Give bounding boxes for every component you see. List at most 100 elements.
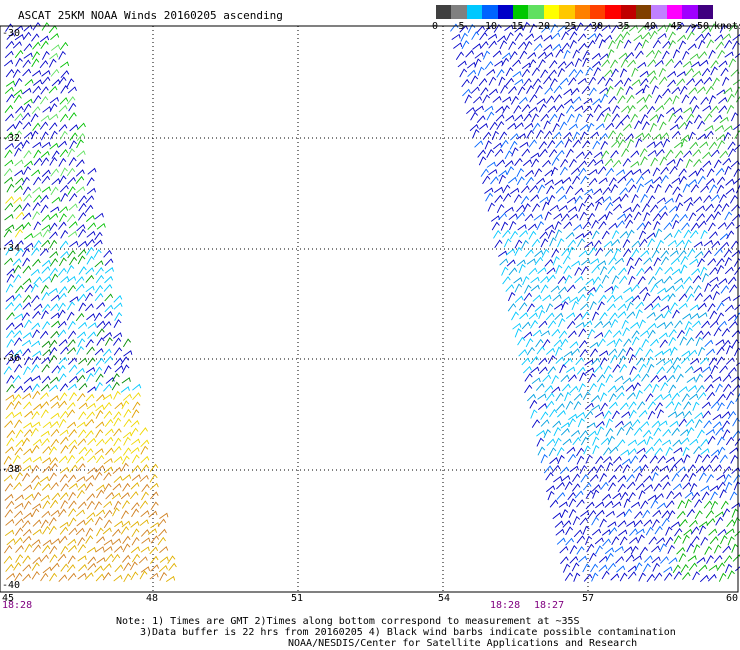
wind-barb bbox=[59, 240, 69, 249]
wind-barb bbox=[49, 499, 59, 509]
wind-barb bbox=[103, 539, 113, 546]
wind-barb bbox=[556, 149, 565, 158]
wind-barb bbox=[534, 250, 544, 257]
wind-barb bbox=[543, 34, 553, 42]
wind-barb bbox=[666, 107, 676, 115]
wind-barb bbox=[15, 177, 25, 185]
scale-label-5: 25 bbox=[564, 21, 577, 32]
wind-barb bbox=[517, 41, 527, 50]
wind-barb bbox=[634, 257, 643, 267]
wind-barb bbox=[524, 122, 534, 130]
wind-barb bbox=[32, 544, 41, 553]
wind-barb bbox=[654, 447, 663, 456]
wind-barb bbox=[688, 170, 698, 178]
wind-barb bbox=[31, 444, 40, 454]
wind-barb bbox=[608, 474, 617, 483]
wind-barb bbox=[733, 168, 740, 177]
wind-barb bbox=[701, 26, 711, 34]
wind-barb bbox=[50, 186, 59, 196]
wind-barb bbox=[601, 106, 611, 114]
wind-barb bbox=[591, 572, 599, 582]
wind-barb bbox=[113, 574, 123, 582]
wind-barb bbox=[22, 257, 31, 267]
wind-barb bbox=[704, 339, 714, 348]
wind-barb bbox=[671, 268, 681, 276]
wind-barb bbox=[544, 86, 553, 95]
wind-barb bbox=[518, 349, 528, 357]
wind-barb bbox=[731, 502, 740, 509]
wind-barb bbox=[685, 120, 693, 130]
wind-barb bbox=[49, 545, 58, 555]
wind-barb bbox=[682, 60, 692, 68]
wind-barb bbox=[549, 113, 558, 123]
wind-barb bbox=[543, 465, 553, 474]
wind-barb bbox=[482, 131, 492, 140]
wind-barb bbox=[654, 140, 664, 148]
wind-barb bbox=[486, 68, 496, 76]
wind-barb bbox=[640, 500, 649, 509]
wind-barb bbox=[571, 300, 579, 311]
wind-barb bbox=[684, 239, 692, 249]
wind-barb bbox=[678, 168, 687, 177]
wind-barb bbox=[592, 276, 601, 285]
wind-barb bbox=[539, 196, 549, 203]
wind-barb bbox=[695, 205, 705, 213]
wind-barb bbox=[658, 205, 668, 213]
wind-barb bbox=[710, 149, 720, 158]
wind-barb bbox=[660, 305, 670, 312]
wind-barb bbox=[50, 303, 59, 312]
wind-barb bbox=[615, 556, 624, 564]
wind-barb bbox=[537, 51, 547, 59]
wind-barb bbox=[678, 40, 687, 50]
wind-barb bbox=[77, 249, 87, 257]
wind-barb bbox=[697, 302, 707, 310]
wind-barb bbox=[636, 357, 645, 366]
wind-barb bbox=[727, 410, 737, 420]
wind-barb bbox=[40, 150, 50, 158]
wind-barb bbox=[639, 286, 649, 295]
wind-barb bbox=[78, 402, 88, 410]
wind-barb bbox=[659, 211, 668, 220]
wind-barb bbox=[591, 357, 601, 366]
wind-barb bbox=[22, 302, 32, 310]
wind-barb bbox=[649, 114, 659, 122]
wind-barb bbox=[602, 186, 611, 195]
wind-barb bbox=[464, 94, 472, 104]
wind-barb bbox=[654, 59, 664, 67]
wind-barb bbox=[646, 105, 656, 115]
wind-barb bbox=[605, 552, 614, 562]
wind-barb bbox=[693, 241, 703, 248]
wind-barb bbox=[714, 34, 724, 42]
wind-barb bbox=[103, 500, 113, 508]
wind-barb bbox=[69, 375, 79, 383]
wind-barb bbox=[478, 123, 489, 130]
wind-barb bbox=[31, 464, 40, 474]
wind-barb bbox=[549, 204, 559, 212]
wind-barb bbox=[15, 240, 24, 248]
wind-barb bbox=[689, 393, 699, 401]
wind-barb bbox=[729, 447, 739, 454]
wind-barb bbox=[41, 303, 51, 312]
footer-notes: Note: 1) Times are GMT 2)Times along bot… bbox=[116, 616, 676, 649]
wind-barb bbox=[700, 438, 709, 447]
scale-label-8: 40 bbox=[644, 21, 657, 32]
wind-barb bbox=[42, 445, 52, 454]
wind-barb bbox=[552, 512, 562, 520]
wind-barb bbox=[733, 474, 740, 483]
wind-barb bbox=[23, 428, 33, 437]
wind-barb bbox=[95, 429, 104, 438]
wind-barb bbox=[6, 32, 16, 40]
wind-barb bbox=[24, 543, 33, 553]
wind-barb bbox=[665, 400, 675, 409]
wind-barb bbox=[576, 366, 586, 375]
wind-barb bbox=[57, 320, 67, 329]
wind-barb bbox=[565, 312, 576, 319]
wind-barb bbox=[676, 22, 685, 31]
wind-barb bbox=[575, 22, 584, 32]
wind-barb bbox=[77, 255, 86, 265]
wind-barb bbox=[49, 231, 58, 240]
wind-barb bbox=[696, 167, 705, 177]
wind-barb bbox=[552, 43, 562, 51]
wind-barb bbox=[566, 320, 576, 329]
wind-barb bbox=[575, 321, 585, 329]
